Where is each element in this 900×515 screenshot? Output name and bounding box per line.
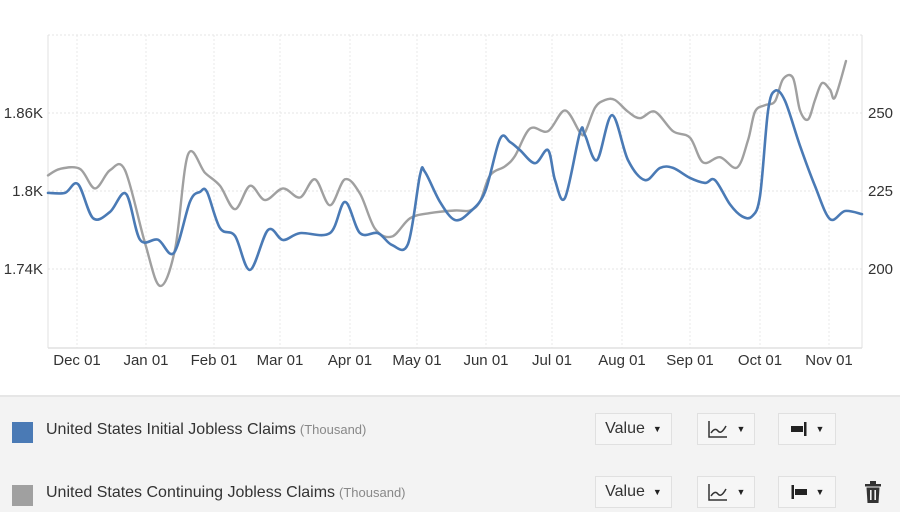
- x-tick-label: Oct 01: [738, 352, 782, 369]
- continuing-claims-line[interactable]: [46, 59, 848, 288]
- x-tick-label: Sep 01: [666, 352, 714, 369]
- right-y-tick-label: 200: [868, 261, 893, 278]
- series-color-swatch: [12, 422, 33, 443]
- series-name: United States Initial Jobless Claims (Tho…: [46, 421, 366, 439]
- caret-down-icon: ▼: [815, 424, 825, 434]
- legend-row-initial-claims: United States Initial Jobless Claims (Tho…: [0, 412, 900, 452]
- series-unit: (Thousand): [339, 485, 406, 500]
- legend-row-continuing-claims: United States Continuing Jobless Claims(…: [0, 475, 900, 515]
- right-y-tick-label: 250: [868, 105, 893, 122]
- series-color-swatch: [12, 485, 33, 506]
- x-tick-label: Jul 01: [532, 352, 572, 369]
- axis-dropdown-button[interactable]: ▼: [778, 413, 836, 445]
- initial-claims-line[interactable]: [46, 89, 864, 272]
- left-y-tick-label: 1.74K: [4, 261, 43, 278]
- left-y-tick-label: 1.86K: [4, 105, 43, 122]
- chart-type-dropdown-button[interactable]: ▼: [697, 413, 755, 445]
- right-y-tick-label: 225: [868, 183, 893, 200]
- value-dropdown-label: Value: [605, 420, 645, 437]
- x-tick-label: Mar 01: [257, 352, 304, 369]
- right-axis-icon: [790, 422, 807, 436]
- series-unit: (Thousand): [299, 422, 367, 437]
- x-tick-label: Dec 01: [53, 352, 101, 369]
- left-y-axis: 1.74K 1.8K 1.86K: [4, 105, 43, 278]
- x-tick-label: Apr 01: [328, 352, 372, 369]
- x-tick-label: Aug 01: [598, 352, 646, 369]
- chart: 1.74K 1.8K 1.86K 200 225 250 Dec 01 Jan 01 Feb…: [4, 34, 893, 369]
- caret-down-icon: ▼: [815, 487, 825, 497]
- line-chart-icon: [707, 484, 727, 501]
- series-name: United States Continuing Jobless Claims(…: [46, 484, 406, 502]
- caret-down-icon: ▼: [652, 424, 662, 434]
- x-tick-label: Nov 01: [805, 352, 853, 369]
- series-label: United States Continuing Jobless Claims: [46, 484, 336, 501]
- value-dropdown-button[interactable]: Value ▼: [595, 413, 672, 445]
- caret-down-icon: ▼: [736, 424, 746, 434]
- axis-dropdown-button[interactable]: ▼: [778, 476, 836, 508]
- value-dropdown-label: Value: [605, 483, 645, 500]
- left-y-tick-label: 1.8K: [12, 183, 43, 200]
- x-tick-label: Jun 01: [463, 352, 508, 369]
- line-chart-icon: [707, 421, 727, 438]
- series-label: United States Initial Jobless Claims: [46, 421, 296, 438]
- x-tick-label: May 01: [392, 352, 441, 369]
- x-axis: Dec 01 Jan 01 Feb 01 Mar 01 Apr 01 May 01 Jun …: [53, 352, 853, 369]
- value-dropdown-button[interactable]: Value ▼: [595, 476, 672, 508]
- caret-down-icon: ▼: [736, 487, 746, 497]
- right-y-axis: 200 225 250: [868, 105, 893, 278]
- left-axis-icon: [791, 485, 807, 499]
- chart-type-dropdown-button[interactable]: ▼: [697, 476, 755, 508]
- caret-down-icon: ▼: [652, 487, 662, 497]
- trash-icon[interactable]: [862, 480, 884, 504]
- grid: [47, 34, 863, 349]
- x-tick-label: Feb 01: [191, 352, 238, 369]
- x-tick-label: Jan 01: [123, 352, 168, 369]
- legend-panel: United States Initial Jobless Claims (Tho…: [0, 395, 900, 512]
